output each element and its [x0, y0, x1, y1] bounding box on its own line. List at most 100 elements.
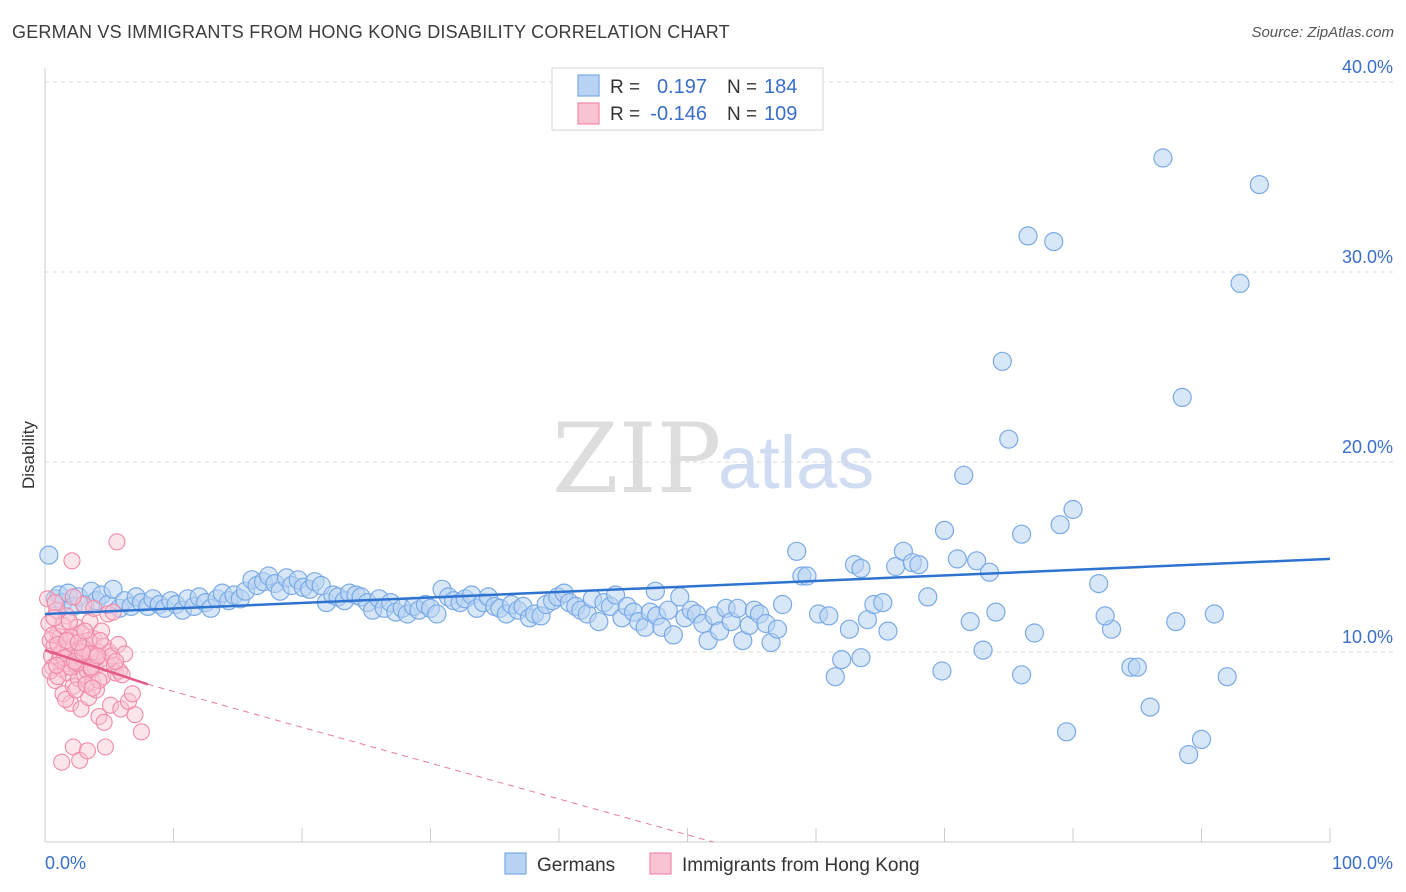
germans-point: [658, 600, 678, 620]
germans-point: [909, 554, 929, 575]
hongkong-trend-extension: [147, 683, 714, 843]
germans-point: [1050, 515, 1070, 535]
hongkong-point: [83, 679, 102, 697]
germans-trend-line: [44, 557, 1331, 616]
hongkong-point: [60, 613, 78, 631]
chart-title: GERMAN VS IMMIGRANTS FROM HONG KONG DISA…: [12, 22, 730, 42]
germans-point: [851, 558, 871, 579]
legend-n-value-hongkong: 109: [764, 103, 797, 125]
y-tick-label-20: 20.0%: [1342, 437, 1393, 457]
hongkong-point: [63, 552, 81, 570]
germans-point: [1153, 148, 1173, 168]
hongkong-point: [126, 706, 144, 724]
germans-point: [1230, 273, 1250, 293]
source-label: Source: ZipAtlas.com: [1251, 24, 1394, 41]
germans-point: [947, 549, 967, 569]
hongkong-point: [76, 622, 94, 640]
legend-r-value-hongkong: -0.146: [650, 103, 707, 125]
germans-point: [878, 621, 898, 641]
hongkong-point: [85, 599, 103, 617]
germans-point: [932, 661, 952, 681]
germans-point: [589, 611, 609, 632]
germans-point: [427, 604, 447, 624]
y-tick-label-30: 30.0%: [1342, 247, 1393, 267]
germans-point: [1011, 524, 1032, 544]
trend-lines: [44, 557, 1331, 843]
germans-point: [986, 602, 1006, 622]
germans-point: [960, 611, 980, 632]
top-legend: R = 0.197 N = 184 R = -0.146 N = 109: [551, 67, 824, 131]
germans-point: [832, 649, 852, 670]
hongkong-point: [95, 713, 113, 731]
germans-point: [39, 545, 59, 565]
germans-point: [851, 648, 871, 668]
hongkong-point: [39, 590, 57, 608]
germans-point: [819, 606, 839, 626]
germans-point: [1089, 573, 1109, 594]
germans-point: [1018, 226, 1038, 246]
legend-r-label-hongkong: R =: [610, 104, 640, 125]
legend-n-value-germans: 184: [764, 76, 797, 98]
legend-r-value-germans: 0.197: [657, 76, 707, 98]
germans-point: [1204, 604, 1224, 624]
germans-point: [663, 625, 683, 645]
hongkong-point: [46, 594, 64, 612]
germans-point: [1217, 667, 1237, 687]
germans-point: [973, 640, 993, 660]
x-tick-label-0: 0.0%: [45, 853, 86, 873]
hongkong-point: [107, 652, 125, 671]
germans-point: [1140, 697, 1160, 717]
germans-point: [645, 581, 665, 601]
bottom-legend-hongkong: Immigrants from Hong Kong: [682, 855, 920, 876]
hongkong-point: [132, 723, 150, 741]
germans-point: [934, 520, 955, 541]
germans-point: [1063, 499, 1083, 520]
germans-point: [1249, 175, 1269, 195]
germans-point: [103, 579, 123, 599]
bottom-legend-swatch-germans: [504, 852, 527, 875]
hongkong-point: [91, 632, 109, 650]
germans-point: [999, 429, 1019, 449]
legend-swatch-hongkong: [577, 102, 600, 125]
series-hongkong-points: [39, 533, 150, 771]
hongkong-point: [96, 738, 114, 756]
legend-r-label-germans: R =: [610, 77, 640, 98]
legend-n-label-germans: N =: [727, 77, 757, 98]
watermark-zip: ZIP: [552, 403, 721, 515]
y-tick-label-40: 40.0%: [1342, 57, 1393, 77]
y-tick-label-10: 10.0%: [1342, 627, 1393, 647]
gridlines: [45, 81, 1393, 653]
bottom-legend-germans: Germans: [537, 855, 615, 876]
x-axis-ticks: [44, 828, 1331, 842]
germans-point: [1179, 744, 1199, 765]
germans-point: [1011, 665, 1032, 685]
germans-point: [873, 592, 893, 613]
x-tick-label-100: 100.0%: [1332, 853, 1393, 873]
germans-point: [1191, 729, 1212, 750]
germans-point: [1024, 623, 1045, 643]
hongkong-point: [64, 588, 82, 606]
legend-n-label-hongkong: N =: [727, 104, 757, 125]
germans-point: [767, 619, 788, 639]
hongkong-point: [53, 753, 71, 771]
germans-point: [992, 351, 1012, 371]
germans-point: [967, 551, 987, 571]
germans-point: [1095, 606, 1115, 626]
germans-point: [728, 598, 748, 618]
y-axis-tick-labels: 10.0% 20.0% 30.0% 40.0%: [1342, 57, 1393, 647]
hongkong-point: [89, 647, 107, 665]
hongkong-trend-line: [44, 648, 149, 686]
germans-point: [1127, 657, 1147, 677]
y-axis-label: Disability: [19, 420, 38, 489]
germans-point: [772, 594, 793, 615]
hongkong-point: [123, 685, 141, 703]
germans-point: [1172, 387, 1192, 407]
germans-point: [1056, 722, 1077, 742]
legend-swatch-germans: [577, 74, 600, 97]
germans-point: [918, 587, 938, 607]
bottom-legend: Germans Immigrants from Hong Kong: [504, 852, 920, 876]
germans-point: [787, 541, 807, 561]
germans-point: [1166, 611, 1186, 632]
germans-point: [1044, 232, 1064, 252]
